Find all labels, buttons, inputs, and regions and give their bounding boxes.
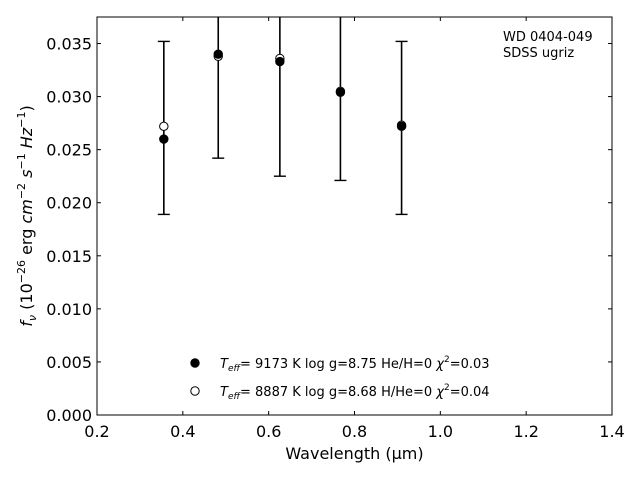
y-label-exp3: −1: [15, 153, 28, 169]
legend-marker-open: [190, 386, 200, 396]
y-tick-label: 0.025: [46, 141, 92, 160]
y-label-s: s: [17, 170, 36, 178]
legend-2-teff-sub: eff: [228, 392, 242, 402]
y-tick-label: 0.015: [46, 247, 92, 266]
legend-1-chi: χ: [435, 357, 445, 372]
annotation-survey: SDSS ugriz: [503, 46, 574, 61]
x-tick-label: 0.4: [170, 422, 195, 441]
y-tick-label: 0.020: [46, 194, 92, 213]
plot-frame: [96, 16, 613, 416]
y-label-cm: cm: [17, 199, 36, 223]
legend-1-chi-sup: 2: [444, 355, 450, 365]
legend-label-1: Teff= 9173 K log g=8.75 He/H=0 χ2=0.03: [220, 355, 490, 374]
model-point-open: [159, 121, 169, 132]
data-markers: [159, 49, 407, 144]
y-label-exp1: −26: [15, 260, 28, 283]
x-tick-label: 1.2: [513, 422, 538, 441]
legend-2-chi-value: =0.04: [450, 385, 490, 400]
annotation-object: WD 0404-049: [503, 30, 593, 45]
legend-1-teff-sub: eff: [228, 364, 242, 374]
x-tick-label: 0.8: [342, 422, 367, 441]
y-label-open: (10: [17, 283, 36, 315]
y-label-hz: Hz: [17, 127, 36, 148]
model-point-filled: [213, 49, 223, 59]
legend-2-chi: χ: [435, 385, 445, 400]
y-label-f: f: [17, 319, 36, 327]
legend-2-chi-sup: 2: [444, 383, 450, 393]
x-tick-label: 0.6: [256, 422, 281, 441]
y-tick-label: 0.035: [46, 35, 92, 54]
y-label-exp2: −2: [15, 183, 28, 199]
y-label-erg: erg: [17, 224, 36, 260]
y-tick-label: 0.030: [46, 88, 92, 107]
x-tick-label: 1.0: [428, 422, 453, 441]
y-label-close: ): [17, 105, 36, 111]
legend-1-chi-value: =0.03: [450, 357, 490, 372]
model-point-filled: [335, 87, 346, 98]
model-point-filled: [159, 134, 169, 144]
legend-1-teff: T: [220, 357, 229, 372]
model-point-filled: [275, 56, 285, 67]
legend-1-params: = 9173 K log g=8.75 He/H=0: [240, 357, 436, 372]
error-bars: [157, 17, 408, 216]
y-label-exp4: −1: [15, 112, 28, 128]
legend-marker-filled: [190, 358, 200, 368]
legend-2-teff: T: [220, 385, 229, 400]
y-tick-label: 0.005: [46, 353, 92, 372]
y-tick-label: 0.010: [46, 300, 92, 319]
legend: Teff= 9173 K log g=8.75 He/H=0 χ2=0.03 T…: [190, 355, 490, 402]
y-axis-label: fν (10−26 erg cm−2 s−1 Hz−1): [15, 105, 39, 326]
x-tick-label: 1.4: [599, 422, 624, 441]
legend-label-2: Teff= 8887 K log g=8.68 H/He=0 χ2=0.04: [220, 383, 490, 402]
y-label-nu: ν: [26, 315, 39, 321]
axis-ticks: 0.2 0.4 0.6 0.8 1.0 1.2 1.4 0.000 0.005 0.010 0.01…: [46, 17, 625, 441]
x-tick-label: 0.2: [84, 422, 109, 441]
x-axis-label: Wavelength (μm): [285, 444, 423, 463]
legend-2-params: = 8887 K log g=8.68 H/He=0: [240, 385, 436, 400]
model-point-filled: [396, 121, 407, 132]
y-tick-label: 0.000: [46, 406, 92, 425]
